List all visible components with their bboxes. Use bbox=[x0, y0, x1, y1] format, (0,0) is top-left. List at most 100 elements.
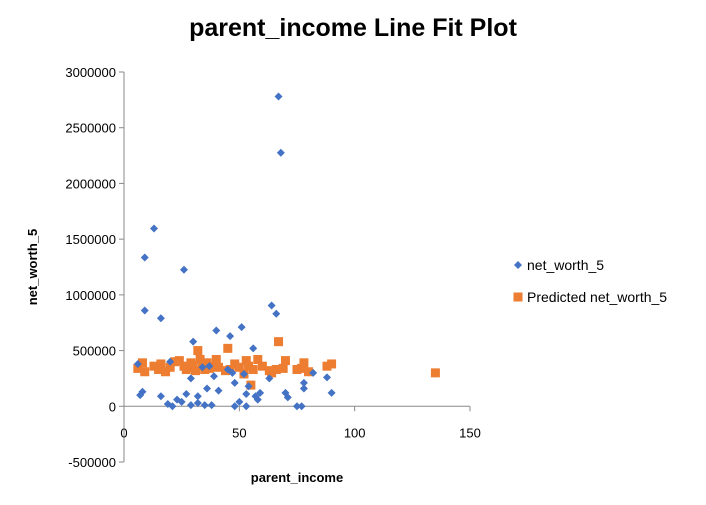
series-layer bbox=[133, 92, 440, 411]
data-point bbox=[271, 365, 281, 375]
data-point bbox=[242, 390, 251, 399]
data-point bbox=[149, 224, 158, 233]
data-point bbox=[200, 365, 210, 375]
data-point bbox=[161, 367, 171, 377]
y-tick-label: 2000000 bbox=[65, 176, 116, 191]
data-point bbox=[165, 362, 175, 372]
data-point bbox=[230, 402, 239, 411]
data-point bbox=[156, 314, 165, 323]
data-point bbox=[193, 392, 202, 401]
data-point bbox=[186, 401, 195, 410]
data-point bbox=[293, 402, 301, 411]
data-point bbox=[244, 361, 254, 371]
data-point bbox=[276, 148, 285, 157]
data-point bbox=[207, 401, 216, 410]
data-point bbox=[205, 362, 214, 371]
data-point bbox=[133, 363, 143, 373]
data-point bbox=[182, 390, 191, 399]
y-tick-label: 0 bbox=[109, 399, 116, 414]
data-point bbox=[239, 369, 248, 378]
data-point bbox=[237, 323, 246, 332]
data-point bbox=[265, 374, 274, 383]
data-point bbox=[193, 346, 203, 356]
data-point bbox=[304, 367, 314, 377]
data-point bbox=[248, 365, 258, 375]
data-point bbox=[140, 367, 150, 377]
data-point bbox=[234, 362, 244, 372]
data-point bbox=[230, 378, 239, 387]
data-point bbox=[280, 356, 290, 366]
data-point bbox=[179, 265, 188, 274]
y-axis-title: net_worth_5 bbox=[25, 229, 40, 306]
data-point bbox=[283, 393, 292, 402]
legend: net_worth_5 Predicted net_worth_5 bbox=[513, 257, 667, 305]
data-point bbox=[202, 358, 212, 368]
legend-label: Predicted net_worth_5 bbox=[527, 289, 667, 305]
data-point bbox=[244, 382, 253, 391]
data-point bbox=[168, 402, 177, 411]
y-tick-label: 3000000 bbox=[65, 65, 116, 80]
x-tick-label: 100 bbox=[344, 425, 366, 440]
data-point bbox=[137, 358, 147, 368]
axes: -500000 0 500000 1000000 1500000 2000000 25000… bbox=[65, 65, 480, 470]
data-point bbox=[170, 357, 180, 367]
data-point bbox=[195, 354, 205, 364]
data-point bbox=[327, 359, 337, 369]
data-point bbox=[156, 359, 166, 369]
data-point bbox=[242, 402, 251, 411]
data-point bbox=[211, 354, 221, 364]
data-point bbox=[297, 363, 307, 373]
y-tick-label: 500000 bbox=[73, 344, 116, 359]
data-point bbox=[327, 388, 336, 397]
data-point bbox=[193, 398, 202, 407]
x-axis-title: parent_income bbox=[251, 470, 343, 485]
data-point bbox=[133, 359, 142, 368]
data-point bbox=[136, 391, 145, 400]
y-tick-label: 1000000 bbox=[65, 288, 116, 303]
data-point bbox=[249, 344, 258, 353]
data-point bbox=[198, 363, 207, 372]
data-point bbox=[186, 374, 195, 383]
y-tick-label: 1500000 bbox=[65, 232, 116, 247]
data-point bbox=[230, 359, 240, 369]
data-point bbox=[292, 365, 302, 375]
legend-label: net_worth_5 bbox=[527, 257, 604, 273]
y-tick-label: -500000 bbox=[68, 455, 116, 470]
data-point bbox=[189, 337, 198, 346]
data-point bbox=[177, 397, 186, 406]
data-point bbox=[166, 357, 175, 366]
data-point bbox=[174, 356, 184, 366]
data-point bbox=[140, 253, 149, 262]
series-predicted-net-worth-5 bbox=[133, 337, 440, 390]
x-tick-label: 0 bbox=[120, 425, 127, 440]
data-point bbox=[154, 365, 164, 375]
data-point bbox=[274, 337, 284, 347]
data-point bbox=[251, 392, 260, 401]
data-point bbox=[322, 361, 332, 371]
data-point bbox=[235, 397, 244, 406]
legend-marker bbox=[514, 261, 522, 269]
data-point bbox=[278, 363, 288, 373]
data-point bbox=[156, 392, 165, 401]
data-point bbox=[191, 366, 201, 376]
data-point bbox=[267, 368, 277, 378]
data-point bbox=[297, 402, 306, 411]
data-point bbox=[149, 361, 159, 371]
series-net-worth-5 bbox=[133, 92, 336, 411]
x-tick-label: 150 bbox=[459, 425, 481, 440]
data-point bbox=[299, 358, 309, 368]
data-point bbox=[209, 372, 218, 381]
data-point bbox=[214, 362, 224, 372]
data-point bbox=[223, 365, 232, 374]
data-point bbox=[430, 368, 440, 378]
data-point bbox=[140, 306, 149, 315]
data-point bbox=[203, 384, 212, 393]
data-point bbox=[253, 354, 263, 364]
data-point bbox=[200, 401, 209, 410]
data-point bbox=[223, 343, 233, 353]
data-point bbox=[241, 356, 251, 366]
data-point bbox=[299, 378, 308, 387]
y-tick-label: 2500000 bbox=[65, 121, 116, 136]
data-point bbox=[212, 326, 221, 335]
